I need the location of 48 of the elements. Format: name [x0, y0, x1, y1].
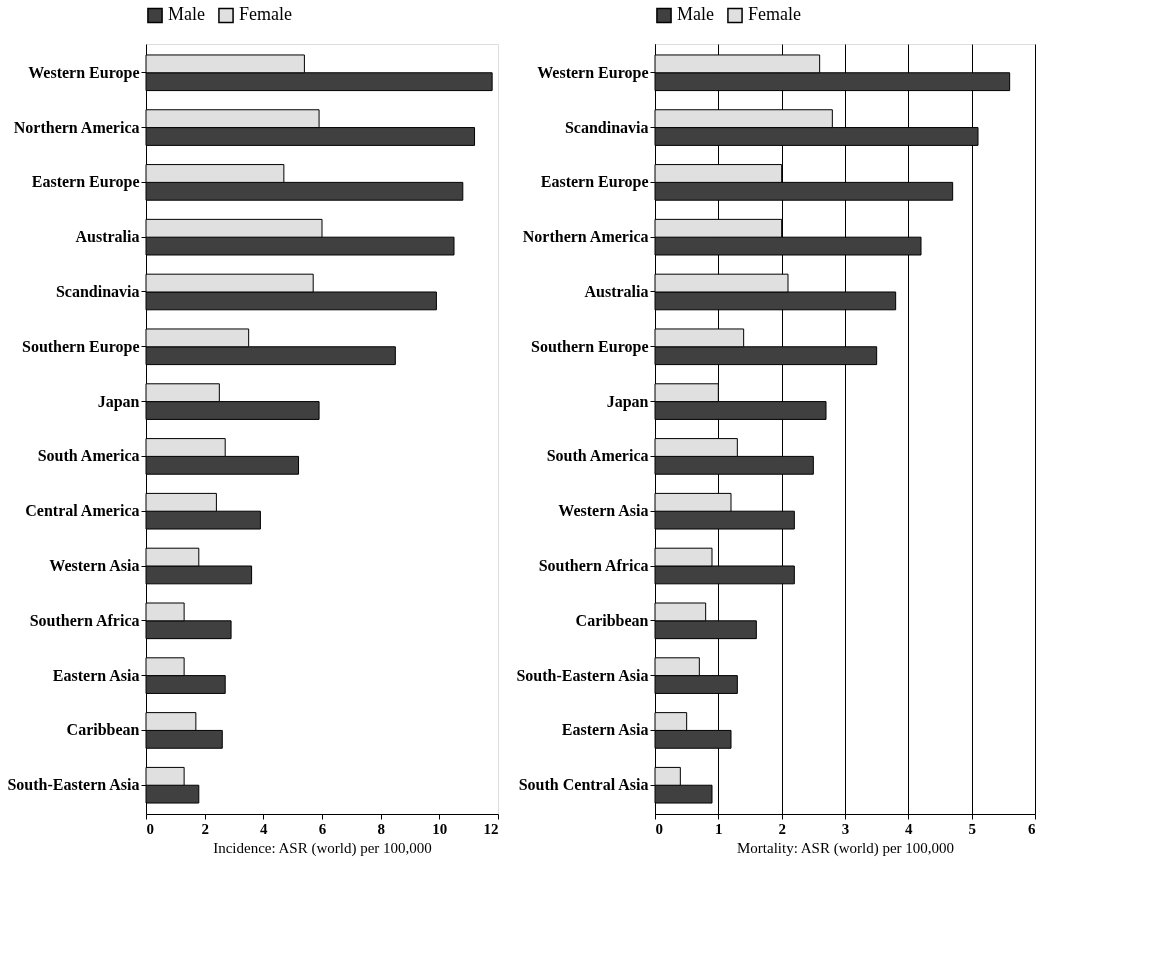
y-tick-label: Western Asia	[558, 502, 649, 520]
y-tick-label: Southern Africa	[538, 557, 649, 575]
x-tick-label: 6	[318, 820, 327, 837]
y-tick-label: Western Europe	[537, 63, 649, 82]
y-tick-label: Central America	[25, 502, 140, 520]
y-tick-label: South-Eastern Asia	[7, 776, 140, 794]
y-tick-label: Southern Europe	[530, 337, 649, 356]
legend-label: Male	[677, 4, 714, 25]
y-tick-label: Western Europe	[28, 63, 140, 82]
y-tick-label: South America	[37, 447, 140, 465]
y-tick-label: South Central Asia	[518, 776, 649, 794]
y-tick-label: Eastern Europe	[31, 173, 140, 192]
y-tick-label: Scandinavia	[55, 282, 140, 300]
x-tick-label: 1	[715, 820, 723, 837]
y-tick-label: Southern Europe	[21, 337, 140, 356]
y-tick-label: Northern America	[522, 228, 649, 246]
y-tick-label: Scandinavia	[564, 118, 649, 136]
legend-label: Female	[748, 4, 801, 25]
y-tick-label: Western Asia	[49, 557, 140, 575]
y-tick-label: Japan	[606, 392, 649, 411]
y-tick-label: Eastern Asia	[561, 721, 649, 739]
x-tick-label: 5	[968, 820, 976, 837]
y-tick-label: South America	[546, 447, 649, 465]
x-tick-label: 2	[201, 820, 209, 837]
y-tick-label: South-Eastern Asia	[516, 666, 649, 684]
x-tick-label: 4	[905, 820, 914, 837]
x-axis-title: Mortality: ASR (world) per 100,000	[736, 839, 955, 857]
y-tick-label: Australia	[75, 228, 140, 246]
x-tick-label: 6	[1028, 820, 1036, 837]
y-tick-label: Caribbean	[575, 611, 649, 629]
y-tick-label: Australia	[584, 282, 649, 300]
y-tick-label: Northern America	[13, 118, 140, 136]
x-axis-title: Incidence: ASR (world) per 100,000	[213, 839, 432, 857]
legend-label: Female	[239, 4, 292, 25]
y-tick-label: Southern Africa	[29, 611, 140, 629]
y-tick-label: Japan	[97, 392, 140, 411]
x-tick-label: 0	[146, 820, 154, 837]
x-tick-label: 10	[432, 820, 448, 837]
x-tick-label: 2	[778, 820, 786, 837]
x-tick-label: 4	[260, 820, 269, 837]
y-tick-label: Eastern Asia	[52, 666, 140, 684]
y-tick-label: Eastern Europe	[540, 173, 649, 192]
legend-label: Male	[168, 4, 205, 25]
x-tick-label: 0	[655, 820, 663, 837]
x-tick-label: 3	[841, 820, 850, 837]
y-tick-label: Caribbean	[66, 721, 140, 739]
x-tick-label: 8	[377, 820, 385, 837]
x-tick-label: 12	[483, 820, 499, 837]
